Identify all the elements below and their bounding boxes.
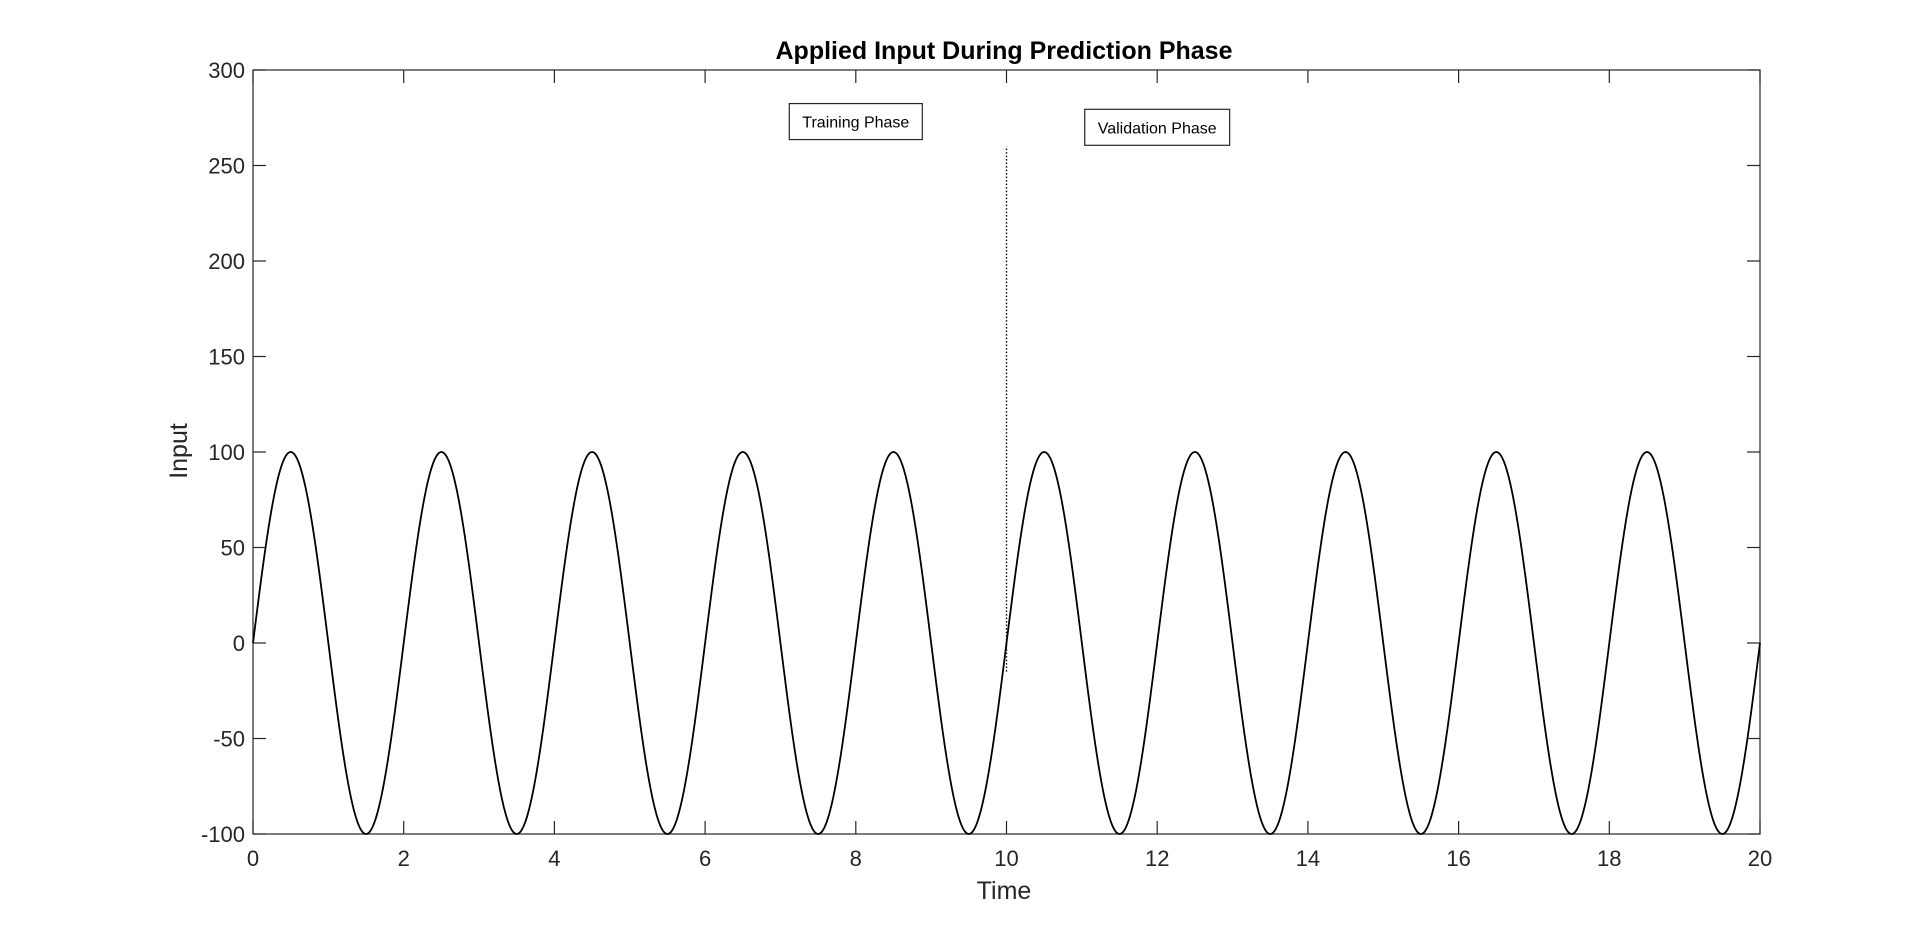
y-tick-label: 0 xyxy=(233,631,245,656)
annotation-label-0: Training Phase xyxy=(802,115,909,132)
y-tick-label: -50 xyxy=(213,727,245,752)
y-tick-label: 200 xyxy=(208,249,245,274)
x-tick-label: 14 xyxy=(1296,846,1320,871)
chart-title: Applied Input During Prediction Phase xyxy=(776,37,1233,65)
x-tick-label: 16 xyxy=(1446,846,1470,871)
annotation-label-1: Validation Phase xyxy=(1098,120,1217,137)
x-tick-label: 12 xyxy=(1145,846,1169,871)
x-tick-label: 0 xyxy=(247,846,259,871)
x-tick-label: 8 xyxy=(850,846,862,871)
y-tick-label: 300 xyxy=(208,58,245,83)
y-axis-label: Input xyxy=(165,423,193,479)
x-axis-label: Time xyxy=(977,877,1032,905)
annotation-box-1 xyxy=(1084,108,1231,146)
annotation-box-0 xyxy=(788,102,923,141)
x-tick-label: 4 xyxy=(548,846,560,871)
y-tick-label: -100 xyxy=(201,822,245,847)
x-tick-label: 10 xyxy=(994,846,1018,871)
y-tick-label: 250 xyxy=(208,154,245,179)
x-tick-label: 2 xyxy=(398,846,410,871)
y-tick-label: 50 xyxy=(221,536,245,561)
y-tick-label: 150 xyxy=(208,345,245,370)
x-tick-label: 20 xyxy=(1748,846,1772,871)
y-tick-label: 100 xyxy=(208,440,245,465)
x-tick-label: 6 xyxy=(699,846,711,871)
x-tick-label: 18 xyxy=(1597,846,1621,871)
plot-area: 0 2 4 6 8 10 12 14 16 18 20 -100 -50 0 50 100 150 200 250 3… xyxy=(201,58,1772,871)
